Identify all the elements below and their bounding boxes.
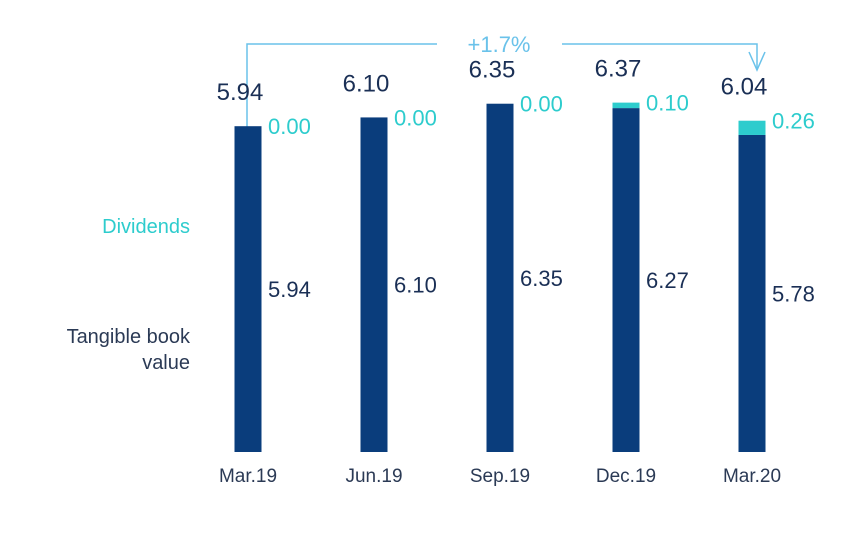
legend-dividends: Dividends xyxy=(102,216,190,238)
bar-tangible-book-value-0 xyxy=(234,126,262,452)
dividends-label-4: 0.26 xyxy=(772,109,815,134)
legend-tangible-book-value: Tangible book value xyxy=(66,326,190,374)
bars-group: 5.940.005.94Mar.196.100.006.10Jun.196.35… xyxy=(217,56,815,487)
dividends-label-2: 0.00 xyxy=(520,92,563,117)
category-label-3: Dec.19 xyxy=(596,466,656,487)
dividends-label-3: 0.10 xyxy=(646,91,689,116)
total-label-3: 6.37 xyxy=(595,56,642,83)
total-label-1: 6.10 xyxy=(343,70,390,97)
tbv-label-0: 5.94 xyxy=(268,277,311,302)
bar-tangible-book-value-4 xyxy=(738,134,766,452)
growth-line-right xyxy=(562,43,758,68)
total-label-4: 6.04 xyxy=(721,74,768,101)
bar-tangible-book-value-2 xyxy=(486,103,514,452)
category-label-2: Sep.19 xyxy=(470,466,530,487)
bar-tangible-book-value-3 xyxy=(612,108,640,452)
bar-dividends-3 xyxy=(612,102,640,109)
growth-annotation: +1.7% xyxy=(246,32,766,128)
tbv-label-1: 6.10 xyxy=(394,273,437,298)
category-label-1: Jun.19 xyxy=(345,466,402,487)
bar-tangible-book-value-1 xyxy=(360,117,388,452)
tbv-label-3: 6.27 xyxy=(646,268,689,293)
total-label-0: 5.94 xyxy=(217,79,264,106)
tbv-label-2: 6.35 xyxy=(520,266,563,291)
growth-arrow-head xyxy=(748,51,766,72)
bar-dividends-4 xyxy=(738,120,766,135)
dividends-label-0: 0.00 xyxy=(268,114,311,139)
growth-label: +1.7% xyxy=(468,32,531,57)
total-label-2: 6.35 xyxy=(469,57,516,84)
dividends-label-1: 0.00 xyxy=(394,105,437,130)
growth-line-left xyxy=(246,43,437,128)
tbv-label-4: 5.78 xyxy=(772,281,815,306)
category-label-4: Mar.20 xyxy=(723,466,781,487)
category-label-0: Mar.19 xyxy=(219,466,277,487)
